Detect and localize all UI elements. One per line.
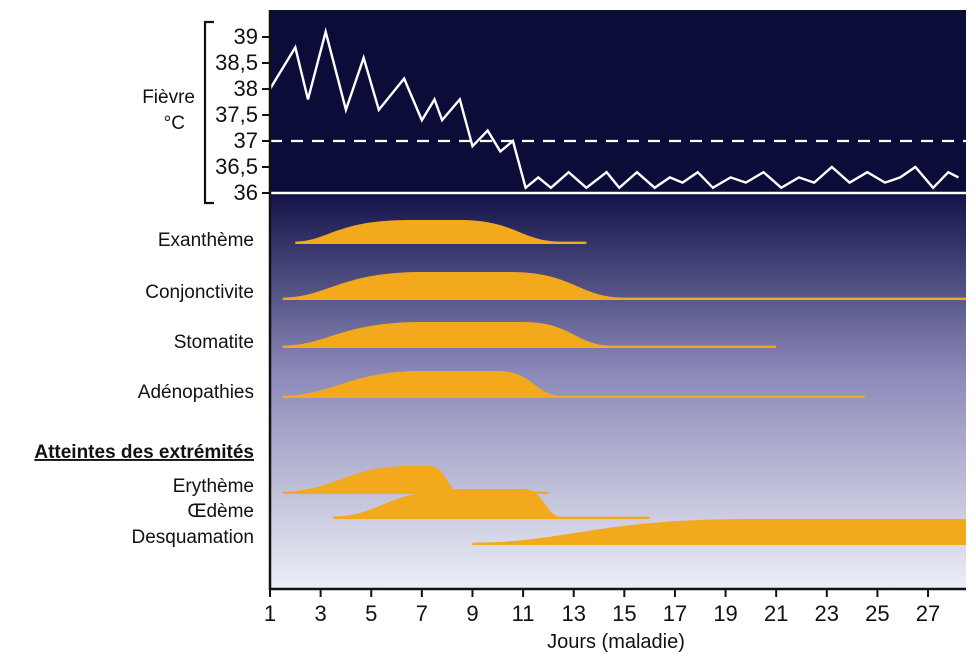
fever-axis-bracket: [203, 20, 214, 205]
extremity-label: Erythème: [173, 476, 254, 497]
x-tick-label: 9: [466, 601, 478, 626]
x-tick-label: 7: [416, 601, 428, 626]
symptom-label: Conjonctivite: [145, 282, 254, 303]
symptom-label: Exanthème: [158, 230, 254, 251]
symptom-area-extremity-0: [282, 466, 549, 494]
x-tick-label: 17: [663, 601, 687, 626]
fever-y-tick-label: 37,5: [215, 102, 258, 127]
x-tick-label: 13: [561, 601, 585, 626]
fever-y-tick-label: 37: [234, 128, 258, 153]
symptom-area-3: [282, 371, 865, 398]
fever-y-tick-label: 36: [234, 180, 258, 205]
fever-y-tick-label: 38: [234, 76, 258, 101]
x-tick-label: 1: [264, 601, 276, 626]
fever-axis-label: Fièvre: [142, 87, 195, 108]
x-tick-label: 27: [916, 601, 940, 626]
x-tick-label: 21: [764, 601, 788, 626]
symptom-area-0: [295, 220, 587, 244]
symptom-area-extremity-2: [472, 519, 966, 545]
fever-unit-label: °C: [164, 113, 185, 134]
x-tick-label: 19: [713, 601, 737, 626]
extremity-label: Œdème: [187, 501, 254, 522]
x-axis-label: Jours (maladie): [547, 631, 685, 653]
x-tick-label: 11: [512, 601, 535, 626]
symptom-label: Stomatite: [174, 332, 254, 353]
symptom-area-1: [282, 272, 966, 300]
extremities-section-title: Atteintes des extrémités: [34, 442, 254, 463]
x-tick-label: 5: [365, 601, 377, 626]
fever-y-tick-label: 39: [234, 24, 258, 49]
fever-panel-background: [270, 10, 966, 195]
symptom-area-2: [282, 322, 777, 348]
x-tick-label: 15: [612, 601, 636, 626]
symptom-label: Adénopathies: [138, 382, 254, 403]
x-tick-label: 3: [314, 601, 326, 626]
fever-temperature-line: [268, 27, 959, 190]
x-tick-label: 25: [865, 601, 889, 626]
symptom-area-extremity-1: [333, 489, 650, 519]
fever-y-tick-label: 38,5: [215, 50, 258, 75]
fever-y-tick-label: 36,5: [215, 154, 258, 179]
x-tick-label: 23: [815, 601, 839, 626]
extremity-label: Desquamation: [131, 527, 254, 548]
